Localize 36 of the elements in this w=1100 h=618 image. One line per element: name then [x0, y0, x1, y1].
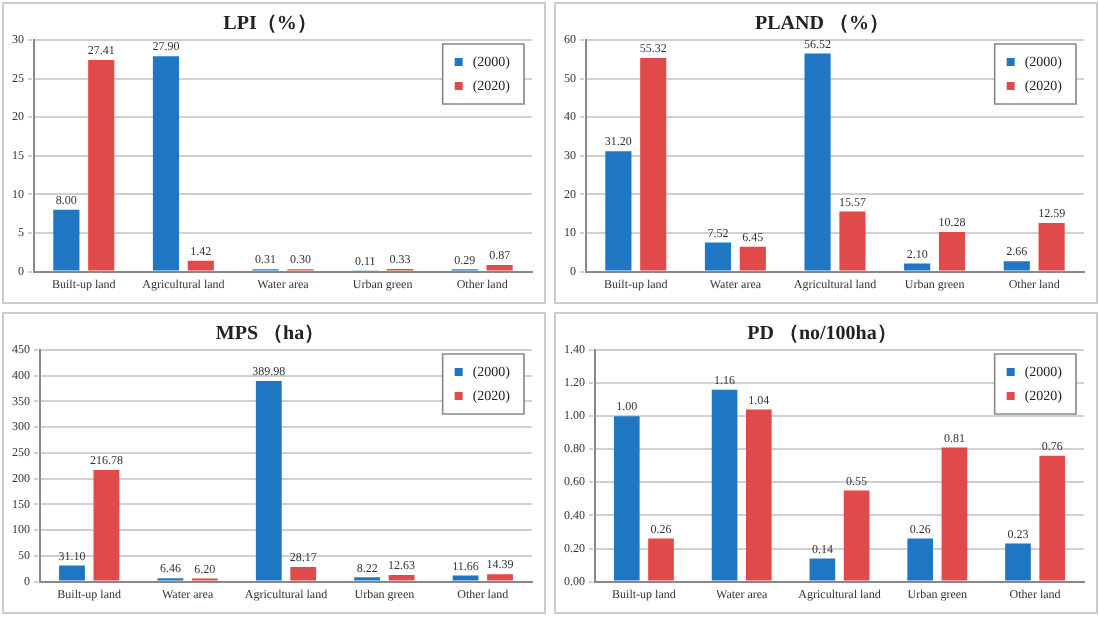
bar: [839, 211, 866, 271]
chart-title: PD （no/100ha）: [747, 323, 897, 346]
bar: [1038, 223, 1065, 271]
bar: [745, 409, 772, 581]
bar: [255, 380, 282, 581]
bar: [941, 447, 968, 581]
chart-title: PLAND （%）: [755, 13, 889, 36]
bar: [452, 575, 479, 581]
bar: [152, 56, 180, 271]
bar: [187, 260, 214, 271]
bar: [739, 246, 766, 271]
bar: [938, 231, 966, 271]
bar: [1005, 543, 1031, 581]
bar: [388, 575, 415, 581]
bar: [907, 538, 934, 581]
bar: [290, 567, 317, 581]
bar: [640, 58, 667, 271]
bar: [904, 263, 931, 271]
bar: [93, 470, 120, 581]
bar: [704, 242, 732, 271]
bar: [605, 151, 632, 271]
bar: [59, 565, 85, 581]
bar: [487, 574, 513, 581]
bar: [711, 389, 738, 581]
bar: [1003, 261, 1030, 271]
bar: [88, 60, 115, 271]
chart-title: MPS （ha）: [215, 323, 325, 346]
bar: [804, 53, 831, 271]
bar: [809, 558, 836, 581]
chart-title: LPI（%）: [223, 13, 317, 36]
bar: [843, 490, 870, 581]
bar: [486, 264, 513, 271]
bar: [613, 416, 640, 581]
bar: [1039, 455, 1066, 581]
bar: [648, 538, 674, 581]
bar: [53, 209, 80, 271]
